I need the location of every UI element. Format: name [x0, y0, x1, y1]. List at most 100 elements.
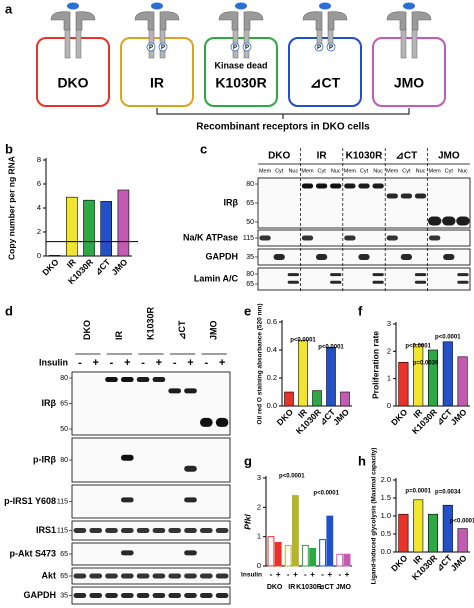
blot-band [73, 528, 87, 533]
blot-band [120, 377, 134, 383]
blot-band [73, 573, 87, 579]
fraction-label: Nuc [288, 168, 298, 174]
blot-band [427, 216, 442, 226]
bar [284, 544, 292, 567]
blot-band [168, 528, 182, 533]
panel-letter: d [5, 303, 13, 318]
size-marker: 65 [60, 400, 68, 407]
y-tick-label: 1.0 [381, 511, 391, 520]
blot-band [105, 377, 118, 383]
treatment-sign: + [293, 570, 298, 579]
bar [83, 199, 95, 257]
receptor [218, 11, 264, 31]
cell-box [36, 37, 110, 107]
blot-row-label: IRβ [224, 197, 239, 207]
bar [319, 539, 327, 567]
fraction-label: Cyt [317, 168, 326, 174]
y-tick-label: 0.5 [381, 529, 391, 538]
blot-band [330, 273, 342, 277]
blot-band [105, 593, 118, 598]
fraction-label: Nuc [416, 168, 426, 174]
phospho-site [326, 42, 336, 52]
treatment-sign: - [110, 357, 114, 369]
phospho-site [242, 42, 252, 52]
treatment-sign: + [92, 357, 98, 369]
blot-band [215, 573, 229, 579]
group-header: DKO [82, 320, 92, 340]
group-header: ⊿CT [177, 320, 187, 340]
phospho-site [146, 42, 156, 52]
treatment-sign: - [173, 357, 177, 369]
blot-band [358, 254, 370, 260]
phospho-label: P [161, 45, 165, 51]
blot-row-label: GAPDH [23, 590, 56, 600]
size-marker: 65 [60, 573, 68, 580]
cell-label: ⊿CT [310, 75, 341, 91]
blot-band [259, 235, 271, 241]
p-value: p<0.0001 [435, 335, 461, 341]
blot-band [457, 273, 469, 277]
treatment-sign: + [345, 570, 350, 579]
bar [65, 196, 78, 257]
blot-band [152, 573, 166, 579]
y-axis-label: Proliferation rate [370, 331, 380, 399]
blot-band [372, 183, 384, 189]
fraction-label: Nuc [331, 168, 341, 174]
blot-band [344, 183, 356, 189]
blot-band [136, 573, 150, 579]
size-marker: 65 [60, 551, 68, 558]
y-tick-label: 3 [387, 319, 391, 328]
y-tick-label: 0.4 [267, 345, 277, 354]
treatment-label: Insulin [241, 572, 262, 579]
x-tick-label: JMO [449, 553, 469, 573]
blot-band [199, 528, 213, 533]
bar [340, 391, 350, 407]
group-header: DKO [268, 151, 290, 162]
treatment-sign: - [141, 357, 145, 369]
y-axis-label: Pfkl [242, 514, 252, 530]
blot-row-label: Akt [41, 570, 56, 580]
blot-band [386, 235, 398, 241]
blot-band [215, 593, 229, 598]
treatment-sign: - [338, 570, 341, 579]
panel-letter: c [200, 141, 207, 156]
blot-frame [71, 437, 231, 483]
blot-band [152, 377, 166, 383]
x-tick-label: DKO [267, 584, 283, 591]
blot-band [273, 254, 285, 260]
phospho-label: P [233, 45, 237, 51]
ligand [151, 2, 163, 10]
cell-box [372, 37, 446, 107]
cell-box [288, 37, 362, 107]
y-tick-label: 6 [37, 179, 41, 188]
treatment-sign: + [219, 357, 225, 369]
group-header: K1030R [145, 306, 155, 340]
blot-row-label: IRβ [42, 398, 57, 408]
blot-band [136, 528, 150, 533]
cell-label: DKO [57, 75, 88, 91]
y-tick-label: 2.0 [381, 475, 391, 484]
size-marker: 115 [243, 235, 254, 242]
size-marker: 35 [60, 592, 68, 599]
blot-band [73, 593, 87, 598]
receptor [134, 11, 180, 31]
x-tick-label: ⊿CT [92, 256, 113, 277]
blot-frame [71, 484, 231, 519]
blot-band [457, 280, 469, 284]
bar [413, 344, 424, 407]
bar [100, 201, 113, 257]
receptor [50, 11, 96, 31]
p-value: p<0.0001 [279, 474, 305, 480]
blot-band [414, 193, 427, 199]
y-tick-label: 0 [257, 561, 261, 570]
bar [301, 544, 309, 567]
receptor-stem [75, 29, 82, 59]
blot-row-label: Na/K ATPase [183, 232, 238, 242]
bar [427, 513, 439, 553]
fraction-label: Nuc [458, 168, 468, 174]
blot-band [89, 573, 103, 579]
panel-letter: a [5, 1, 13, 16]
blot-band [215, 417, 229, 427]
group-header: JMO [438, 151, 460, 162]
ligand [403, 2, 415, 10]
